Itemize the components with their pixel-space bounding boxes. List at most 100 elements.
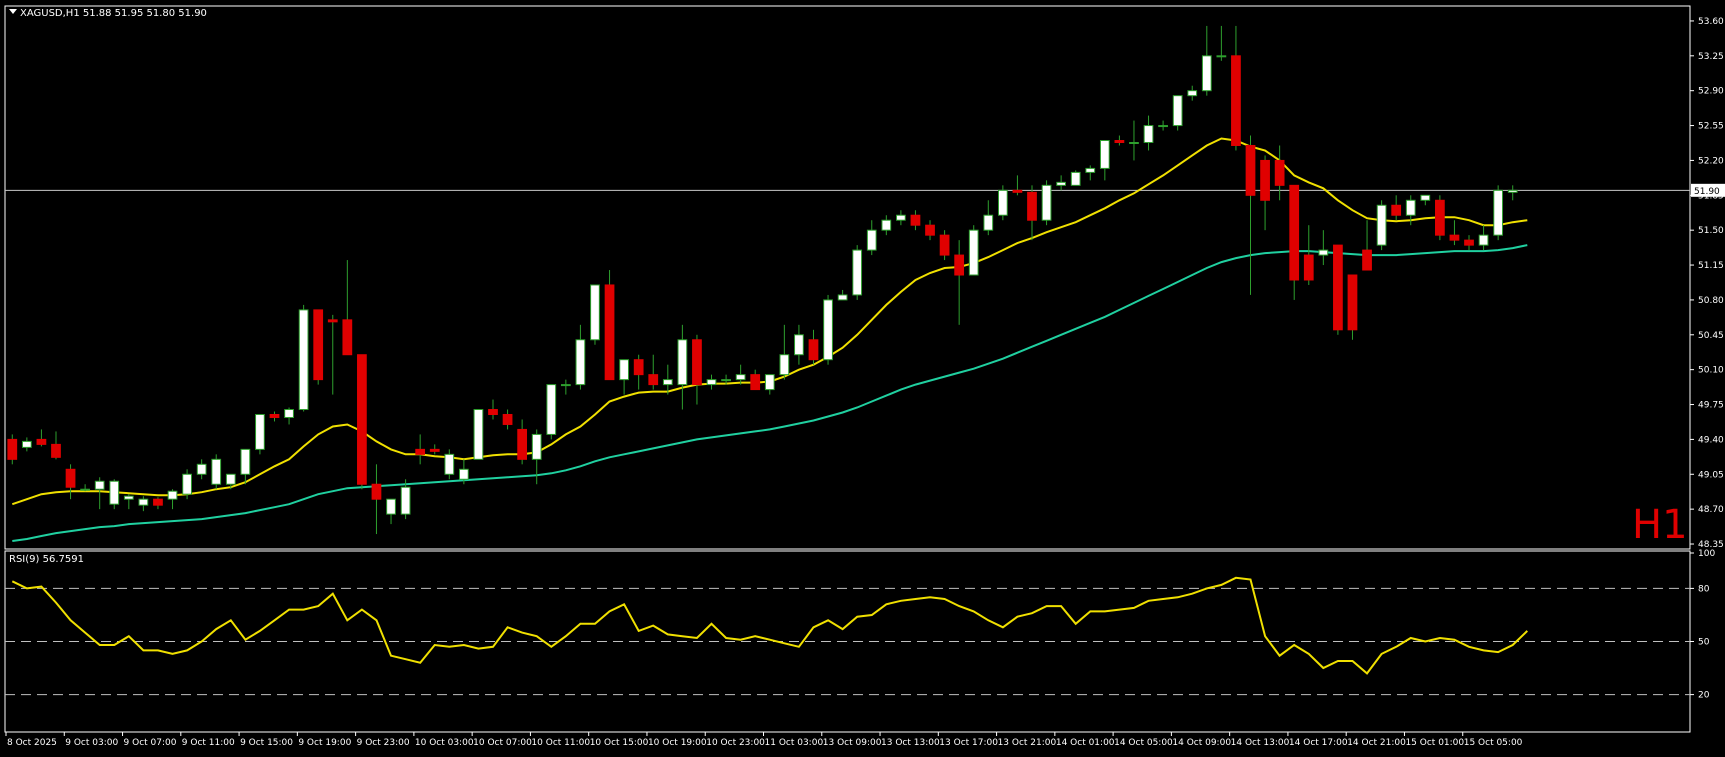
candle: [138, 496, 149, 512]
moving-averages: [11, 137, 1528, 542]
candle-body-bull: [196, 463, 207, 475]
candle: [896, 210, 906, 226]
candle-body-bull: [735, 374, 746, 381]
candle: [342, 260, 353, 356]
candle-body-bull: [211, 458, 222, 485]
candle: [590, 284, 600, 345]
candle-body-bear: [415, 448, 426, 455]
candle-body-bear: [1012, 189, 1023, 193]
candle-body-bull: [80, 488, 90, 491]
time-tick-label: 9 Oct 23:00: [357, 738, 410, 748]
candle: [196, 459, 207, 480]
price-tag: 51.90: [1691, 183, 1725, 197]
candle-body-bull: [1493, 189, 1504, 236]
candle-body-bull: [677, 339, 688, 386]
candle-body-bull: [852, 249, 863, 296]
time-tick-label: 14 Oct 05:00: [1114, 738, 1173, 748]
candle: [51, 431, 61, 460]
candle: [735, 364, 746, 385]
candle-body-bear: [1391, 204, 1402, 216]
current-price-tag: [1691, 183, 1725, 197]
candle-body-bear: [65, 468, 76, 488]
time-tick-label: 10 Oct 19:00: [648, 738, 707, 748]
candle: [1405, 195, 1416, 226]
candle-body-bear: [1362, 249, 1372, 271]
rsi-tick-label: 20: [1698, 691, 1710, 701]
candle: [997, 185, 1008, 221]
rsi-levels: 100 80 50 20: [5, 549, 1715, 701]
candle: [1012, 175, 1023, 196]
candle-body-bull: [823, 299, 833, 361]
time-tick-label: 9 Oct 19:00: [298, 738, 351, 748]
candle: [1099, 140, 1110, 181]
candle-body-bear: [153, 498, 163, 506]
candle-body-bull: [1041, 184, 1052, 221]
candle-body-bear: [939, 234, 950, 256]
candle-body-bull: [546, 384, 557, 435]
candle-body-bull: [531, 433, 542, 460]
candle-body-bear: [327, 319, 338, 323]
candle: [1478, 225, 1489, 251]
candle-body-bear: [1333, 244, 1343, 331]
symbol-info: XAGUSD,H1 51.88 51.95 51.80 51.90: [20, 8, 207, 19]
candle: [1158, 120, 1168, 131]
candle: [1274, 145, 1285, 201]
candle: [764, 374, 775, 395]
candle-body-bull: [386, 498, 396, 515]
candle-body-bull: [240, 448, 251, 475]
time-tick-label: 10 Oct 15:00: [590, 738, 649, 748]
price-tick-label: 50.45: [1698, 331, 1724, 341]
candle: [1347, 274, 1358, 340]
candle-body-bull: [619, 359, 629, 381]
candle: [1245, 135, 1256, 295]
candle: [429, 444, 440, 455]
candle: [1303, 225, 1314, 285]
candle-body-bull: [109, 480, 120, 505]
candle: [123, 494, 134, 510]
candle-body-bull: [706, 379, 717, 386]
price-tick-label: 48.70: [1698, 505, 1724, 515]
candle: [1216, 25, 1227, 61]
candle-body-bull: [167, 490, 178, 500]
candle: [153, 497, 163, 510]
candle-body-bull: [997, 189, 1008, 216]
dropdown-triangle-icon[interactable]: [9, 9, 17, 14]
candle-body-bull: [1143, 125, 1154, 143]
candle-body-bear: [1274, 159, 1285, 186]
candle-body-bull: [225, 473, 236, 485]
time-tick-label: 10 Oct 03:00: [415, 738, 474, 748]
candle-body-bear: [1027, 191, 1037, 221]
candle: [1114, 135, 1125, 146]
price-tick-label: 49.05: [1698, 470, 1724, 480]
candle: [939, 230, 950, 261]
candle-body-bear: [604, 284, 615, 381]
candle-body-bull: [881, 219, 892, 231]
candle: [182, 469, 192, 500]
candle-body-bull: [779, 354, 790, 376]
candle: [1027, 185, 1037, 241]
candle-body-bull: [794, 334, 804, 356]
candle-body-bull: [1158, 125, 1168, 128]
candle-body-bull: [138, 498, 149, 506]
candle-body-bull: [21, 440, 32, 448]
price-tick-label: 49.40: [1698, 435, 1724, 445]
candle: [1201, 25, 1212, 96]
price-tick-label: 51.50: [1698, 226, 1724, 236]
candle: [1129, 120, 1139, 161]
candle: [211, 454, 222, 490]
candle-body-bull: [182, 473, 192, 495]
candle-body-bear: [1449, 234, 1460, 241]
time-tick-label: 14 Oct 13:00: [1231, 738, 1290, 748]
candle: [371, 464, 382, 535]
candle-body-bull: [1201, 55, 1212, 92]
price-tick-label: 53.25: [1698, 52, 1724, 62]
candle-body-bull: [255, 413, 265, 450]
candle: [167, 489, 178, 510]
candle-body-bear: [633, 359, 644, 376]
price-tick-label: 50.80: [1698, 296, 1724, 306]
time-tick-label: 9 Oct 11:00: [182, 738, 235, 748]
ma-slow-line: [12, 244, 1528, 542]
candle: [517, 419, 528, 465]
candle-body-bear: [1464, 239, 1474, 246]
